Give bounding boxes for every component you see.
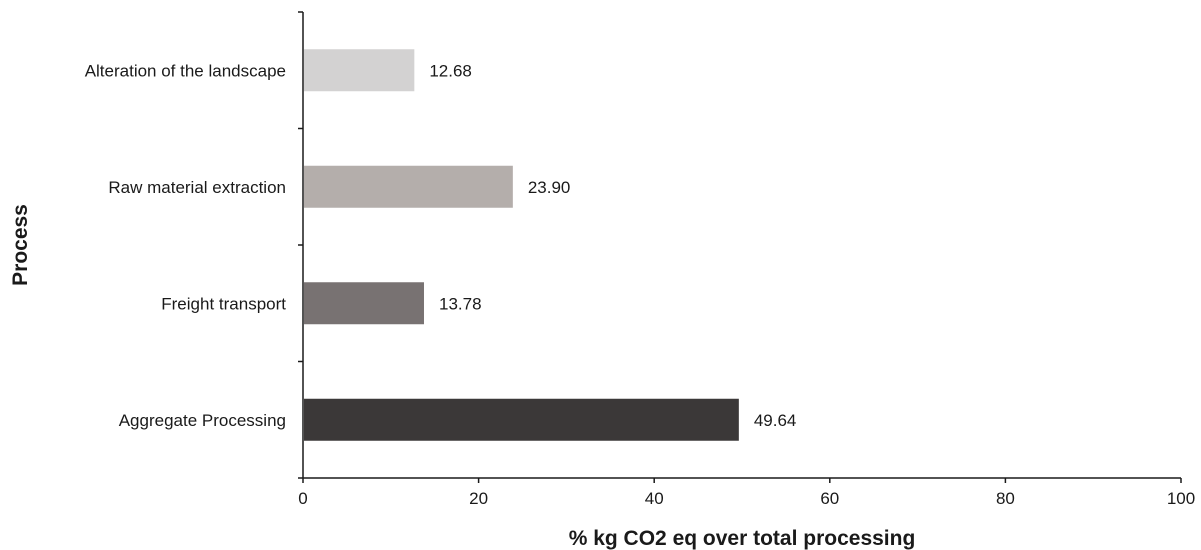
bar-value-label: 23.90: [528, 178, 571, 197]
x-axis-title: % kg CO2 eq over total processing: [569, 527, 916, 550]
category-label: Aggregate Processing: [119, 411, 286, 430]
y-axis-title: Process: [9, 204, 32, 286]
bar: [304, 49, 415, 92]
bars-group: [304, 49, 739, 441]
x-tick-label: 60: [820, 489, 839, 508]
x-tick-label: 20: [469, 489, 488, 508]
bar-value-label: 12.68: [429, 61, 472, 80]
bar: [304, 282, 424, 325]
bar: [304, 165, 513, 208]
bar: [304, 398, 739, 441]
y-ticks-group: [298, 11, 303, 479]
x-tick-label: 100: [1167, 489, 1195, 508]
x-tick-label: 80: [996, 489, 1015, 508]
x-tick-label: 40: [645, 489, 664, 508]
category-labels-group: Alteration of the landscape Raw material …: [85, 61, 287, 430]
category-label: Raw material extraction: [108, 178, 286, 197]
x-ticks-group: 0 20 40 60 80 100: [298, 478, 1195, 508]
bar-value-label: 13.78: [439, 294, 482, 313]
bar-value-label: 49.64: [754, 411, 797, 430]
value-labels-group: 12.68 23.90 13.78 49.64: [429, 61, 796, 430]
category-label: Alteration of the landscape: [85, 61, 286, 80]
x-tick-label: 0: [298, 489, 307, 508]
category-label: Freight transport: [161, 294, 286, 313]
